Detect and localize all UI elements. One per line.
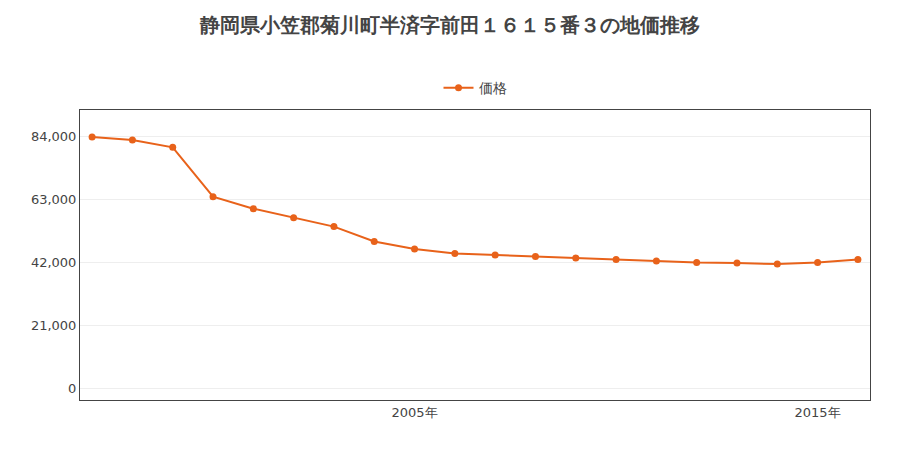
svg-text:価格: 価格 (479, 80, 507, 96)
svg-text:0: 0 (68, 381, 76, 396)
svg-text:42,000: 42,000 (31, 255, 77, 270)
svg-text:84,000: 84,000 (31, 129, 77, 144)
svg-text:21,000: 21,000 (31, 318, 77, 333)
svg-text:2015年: 2015年 (795, 405, 841, 420)
svg-text:2005年: 2005年 (391, 405, 437, 420)
svg-text:63,000: 63,000 (31, 192, 77, 207)
svg-text:静岡県小笠郡菊川町半済字前田１６１５番３の地価推移: 静岡県小笠郡菊川町半済字前田１６１５番３の地価推移 (199, 13, 700, 37)
